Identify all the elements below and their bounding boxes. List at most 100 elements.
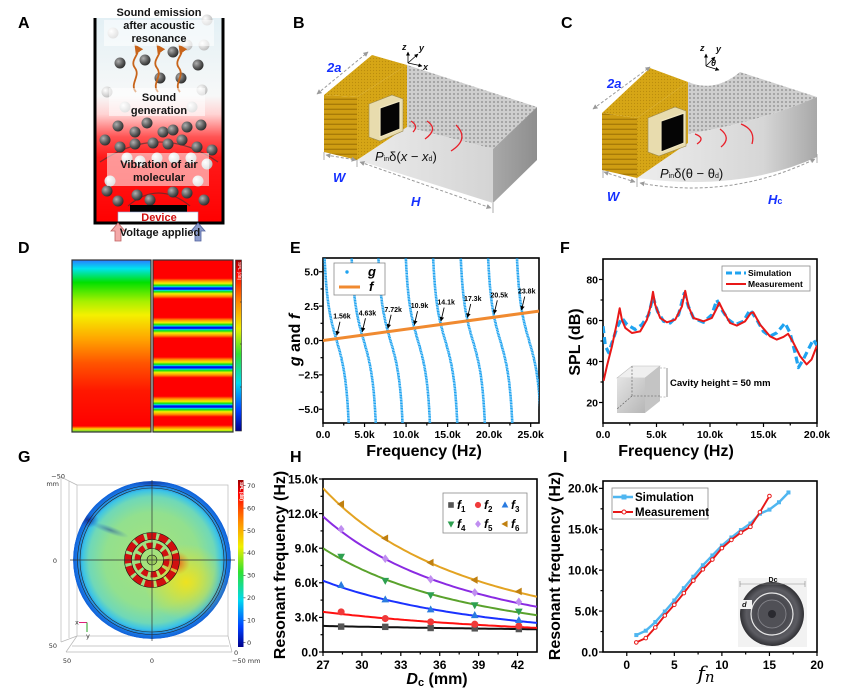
series-g-branch (404, 258, 432, 423)
x-tick-label: 42 (511, 658, 525, 672)
marker-f1 (427, 624, 434, 632)
measurement-point (710, 557, 715, 562)
y-axis-arrow (705, 56, 716, 67)
x-tick-label: 10.0k (393, 429, 419, 441)
series-g-branch (486, 258, 514, 423)
simulation-point (643, 628, 648, 633)
x-tick-label: 20 (810, 658, 824, 672)
x-tick-label: 36 (433, 658, 447, 672)
chart-F-axes: 0.0 5.0k 10.0k 15.0k 20.0k 20 40 60 80 (586, 258, 830, 441)
molecule-dark (181, 121, 193, 133)
device-membrane (130, 205, 187, 212)
plot-frame (602, 258, 818, 424)
z-axis-label: z (401, 42, 407, 52)
y-axis-unit: mm (46, 480, 59, 488)
measurement-point (757, 509, 763, 515)
panel-label-h: H (290, 449, 302, 466)
colorbar-title: SPL (dB) (237, 262, 242, 281)
sound-wave-arrow-icon (132, 44, 144, 93)
panel-c-curved-cavity: Pinδ(θ − θd) 2a W Hc z y θ (592, 43, 818, 207)
pressure-wave-arc (127, 192, 191, 207)
cavity-end-face (493, 107, 537, 203)
simulation-point (662, 609, 667, 614)
colorbar (238, 480, 244, 647)
e-y-axis-title: g and f (287, 312, 304, 367)
x-tick-label: 33 (394, 658, 408, 672)
sound-wave-arrow-icon (176, 44, 188, 93)
marker-f5 (471, 588, 479, 597)
x-direction-label: x (75, 619, 79, 627)
emission-label-line-1: Sound emission (117, 7, 202, 19)
x-tick-label: 27 (316, 658, 330, 672)
emission-text-box (104, 20, 214, 46)
legend-g-marker (345, 270, 349, 274)
chart-H-axes: 27 30 33 36 39 42 0.0 3.0k 6.0k 9.0k 12.0k 15.0k (288, 472, 538, 672)
colorbar-tick-label: 40 (247, 549, 255, 557)
legend-f4-label: f4 (457, 517, 466, 533)
intersection-label: 4.63k (359, 310, 377, 317)
y-tick-label: 0.0 (304, 335, 319, 347)
marker-f4 (515, 608, 523, 616)
dimension-line-depth (592, 66, 651, 110)
frame-rail (65, 635, 78, 653)
wave-arc (694, 133, 702, 145)
voltage-arrow-right-icon (190, 222, 206, 242)
spiral-opening (738, 600, 752, 609)
panel-letters: A B C D E F G H I (18, 15, 573, 466)
panel-label-b: B (293, 15, 305, 32)
marker-f6 (470, 576, 478, 584)
colorbar-ticks: 0 10 20 30 40 50 60 70 (243, 482, 255, 647)
marker-f1 (471, 625, 478, 632)
dimension-line-width (325, 153, 357, 162)
molecule-dark (114, 141, 126, 153)
x-axis-arrow (407, 62, 423, 68)
wave-arc (740, 123, 754, 145)
voltage-arrow-left-icon (110, 222, 126, 242)
panel-a-schematic: Sound emission after acoustic resonance … (93, 7, 225, 242)
legend-marker-f1 (448, 502, 454, 508)
annotation-arrow (386, 314, 392, 329)
measurement-point (643, 635, 649, 641)
simulation-point (719, 543, 724, 548)
annotation-arrow (335, 321, 341, 336)
legend-f-label: f (369, 279, 375, 294)
x-tick-label: −50 mm (232, 657, 260, 665)
measurement-point (681, 590, 687, 596)
intersection-label: 1.56k (333, 314, 351, 321)
legend-f5-label: f5 (484, 517, 493, 533)
frame-rail (227, 635, 233, 653)
series-g-branch (350, 258, 378, 423)
chart-I-series (633, 490, 791, 645)
molecule-dark (192, 59, 204, 71)
i-legend: Simulation Measurement (611, 487, 709, 520)
molecule-dark (114, 57, 126, 69)
measurement-point (662, 613, 668, 618)
y-tick-label: 0.0 (301, 645, 318, 659)
series-simulation-line (603, 291, 817, 370)
emission-label-line-2: after acoustic (123, 20, 195, 32)
annotation-arrow (413, 311, 418, 326)
marker-f4 (470, 602, 479, 610)
panel-label-a: A (18, 15, 30, 32)
legend-g-label: g (367, 264, 376, 279)
molecule-dark (162, 138, 174, 150)
x-tick-label: 20.0k (804, 429, 830, 441)
molecule-dark (206, 144, 218, 156)
z-tick-label: 0 (234, 649, 238, 657)
legend-box (333, 262, 386, 296)
panel-label-c: C (561, 15, 573, 32)
wave-arc (719, 128, 727, 148)
device-label: Device (141, 212, 176, 224)
molecule-dark (99, 134, 111, 146)
speaker-icon (660, 112, 685, 153)
simulation-point (681, 586, 686, 591)
colorbar-tick-label: 0 (247, 639, 251, 647)
dimension-line-arc-length (639, 158, 816, 189)
intersection-label: 14.1k (437, 300, 455, 307)
container-walls (93, 18, 225, 225)
measurement-point (653, 625, 658, 630)
marker-f1 (382, 623, 389, 631)
marker-f6 (426, 558, 434, 567)
molecule-dark (129, 126, 141, 138)
